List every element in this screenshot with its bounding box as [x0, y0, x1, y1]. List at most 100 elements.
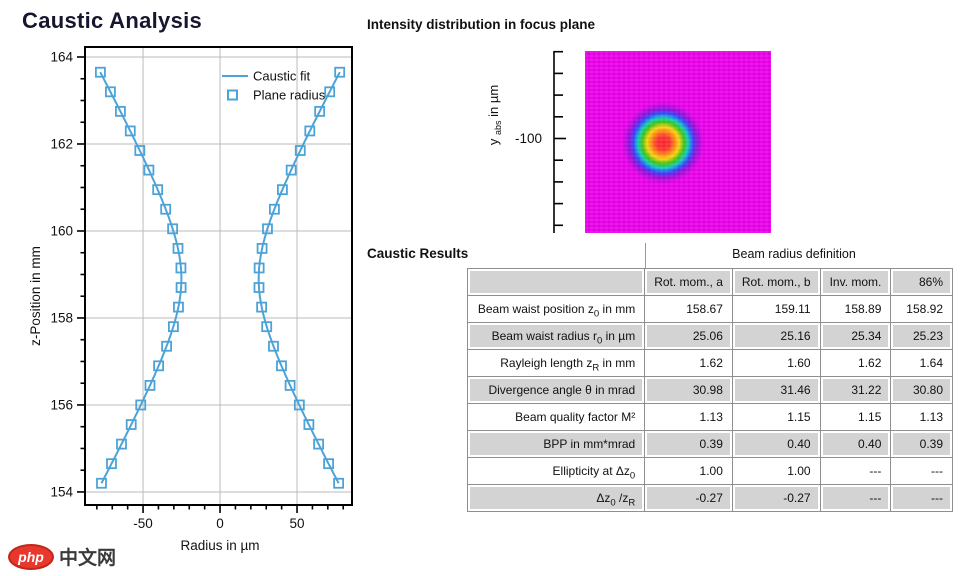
group-header-divider	[645, 243, 646, 268]
value-cell: 30.80	[893, 379, 950, 401]
table-row: Divergence angle θ in mrad 30.98 31.46 31.2…	[466, 376, 953, 404]
value-cell: 1.62	[822, 352, 889, 374]
table-row: Rayleigh length zR in mm 1.62 1.60 1.62 1.64	[466, 349, 953, 377]
plane-radius-marker	[294, 145, 306, 156]
table-row: Beam waist radius r0 in µm 25.06 25.16 25.3…	[466, 322, 953, 350]
x-tick-label: 50	[290, 516, 305, 531]
value-cell: 31.22	[822, 379, 889, 401]
row-label: Δz0 /zR	[470, 487, 643, 509]
plane-radius-marker	[334, 66, 346, 78]
plane-radius-marker	[304, 125, 316, 137]
value-cell: 0.39	[647, 433, 730, 455]
table-row: Ellipticity at Δz0 1.00 1.00 --- ---	[466, 457, 953, 485]
plane-radius-marker	[277, 184, 288, 196]
plane-radius-marker	[135, 399, 147, 411]
header-empty-cell	[470, 271, 643, 293]
plane-radius-marker	[167, 223, 179, 235]
plane-radius-marker	[268, 203, 280, 215]
value-cell: 0.40	[822, 433, 889, 455]
caustic-chart: -50 0 50 154 156 158 160 162 164 Radius in µm z-Po…	[28, 46, 353, 553]
value-cell: 1.00	[647, 460, 730, 482]
x-tick-label: -50	[133, 516, 153, 531]
row-label: Beam waist position z0 in mm	[470, 298, 643, 320]
value-cell: 1.13	[647, 406, 730, 428]
page-title: Caustic Analysis	[22, 8, 203, 33]
plane-radius-marker	[293, 399, 305, 411]
value-cell: 31.46	[734, 379, 818, 401]
value-cell: 1.13	[893, 406, 950, 428]
y-tick-label: 160	[50, 223, 73, 238]
y-tick-label: 162	[50, 136, 73, 151]
column-header: 86%	[893, 271, 950, 293]
column-header: Rot. mom., b	[734, 271, 818, 293]
plane-radius-marker	[172, 242, 184, 254]
y-axis-label: z-Position in mm	[28, 246, 43, 346]
plane-radius-marker	[261, 321, 273, 333]
plane-radius-marker	[116, 438, 127, 450]
row-label: Rayleigh length zR in mm	[470, 352, 643, 374]
column-header: Inv. mom.	[822, 271, 889, 293]
plane-radius-marker	[256, 242, 268, 254]
value-cell: 159.11	[734, 298, 818, 320]
plane-radius-marker	[324, 86, 336, 98]
value-cell: 1.00	[734, 460, 818, 482]
y-tick-label: -100	[515, 131, 542, 146]
x-tick-label: 0	[216, 516, 224, 531]
value-cell: ---	[893, 487, 950, 509]
plane-radius-marker	[160, 203, 172, 215]
legend-square-sample	[227, 89, 238, 101]
results-title: Caustic Results	[367, 246, 469, 261]
row-label: BPP in mm*mrad	[470, 433, 643, 455]
legend-label-caustic-fit: Caustic fit	[253, 69, 310, 84]
plane-radius-marker	[134, 145, 146, 156]
plane-radius-marker	[303, 419, 315, 430]
plane-radius-marker	[333, 477, 345, 489]
intensity-plot-title: Intensity distribution in focus plane	[367, 17, 596, 32]
row-label: Beam quality factor M²	[470, 406, 643, 428]
plane-radius-marker	[161, 340, 173, 352]
column-header: Rot. mom., a	[647, 271, 730, 293]
value-cell: -0.27	[734, 487, 818, 509]
value-cell: 0.39	[893, 433, 950, 455]
y-tick-label: 154	[50, 484, 73, 499]
plane-radius-marker	[96, 477, 107, 489]
plane-radius-marker	[115, 105, 126, 117]
value-cell: 0.40	[734, 433, 818, 455]
plane-radius-marker	[167, 321, 179, 333]
plane-radius-marker	[285, 164, 297, 176]
caustic-fit-line	[257, 71, 341, 484]
plane-radius-marker	[94, 66, 106, 78]
value-cell: 30.98	[647, 379, 730, 401]
plane-radius-marker	[175, 262, 187, 274]
plane-radius-marker	[253, 262, 265, 274]
beam-radius-definition-header: Beam radius definition	[732, 247, 856, 261]
plane-radius-marker	[175, 282, 187, 293]
plane-radius-marker	[105, 86, 116, 98]
y-tick-label: 156	[50, 397, 73, 412]
value-cell: 25.06	[647, 325, 730, 347]
plot-frame	[84, 46, 353, 506]
watermark: php 中文网	[8, 543, 116, 570]
value-cell: ---	[822, 460, 889, 482]
value-cell: 158.92	[893, 298, 950, 320]
table-row: Δz0 /zR -0.27 -0.27 --- ---	[466, 484, 953, 512]
plane-radius-marker	[253, 282, 265, 293]
table-row: Beam quality factor M² 1.13 1.15 1.15 1.13	[466, 403, 953, 431]
plane-radius-marker	[106, 458, 117, 470]
plane-radius-marker	[173, 301, 184, 313]
y-axis-label: y abs in µm	[486, 85, 503, 145]
value-cell: 1.62	[647, 352, 730, 374]
plane-radius-marker	[143, 164, 155, 176]
value-cell: 158.67	[647, 298, 730, 320]
legend-label-plane-radius: Plane radius	[253, 88, 326, 103]
plane-radius-marker	[125, 419, 137, 430]
plane-radius-marker	[314, 105, 326, 117]
plane-radius-marker	[284, 379, 296, 391]
plane-radius-marker	[152, 184, 164, 196]
intensity-heatmap-image	[585, 51, 771, 233]
value-cell: 1.15	[734, 406, 818, 428]
plane-radius-marker	[313, 438, 324, 450]
plane-radius-marker	[268, 340, 279, 352]
results-table: Rot. mom., a Rot. mom., b Inv. mom. 86% Beam…	[466, 268, 953, 512]
